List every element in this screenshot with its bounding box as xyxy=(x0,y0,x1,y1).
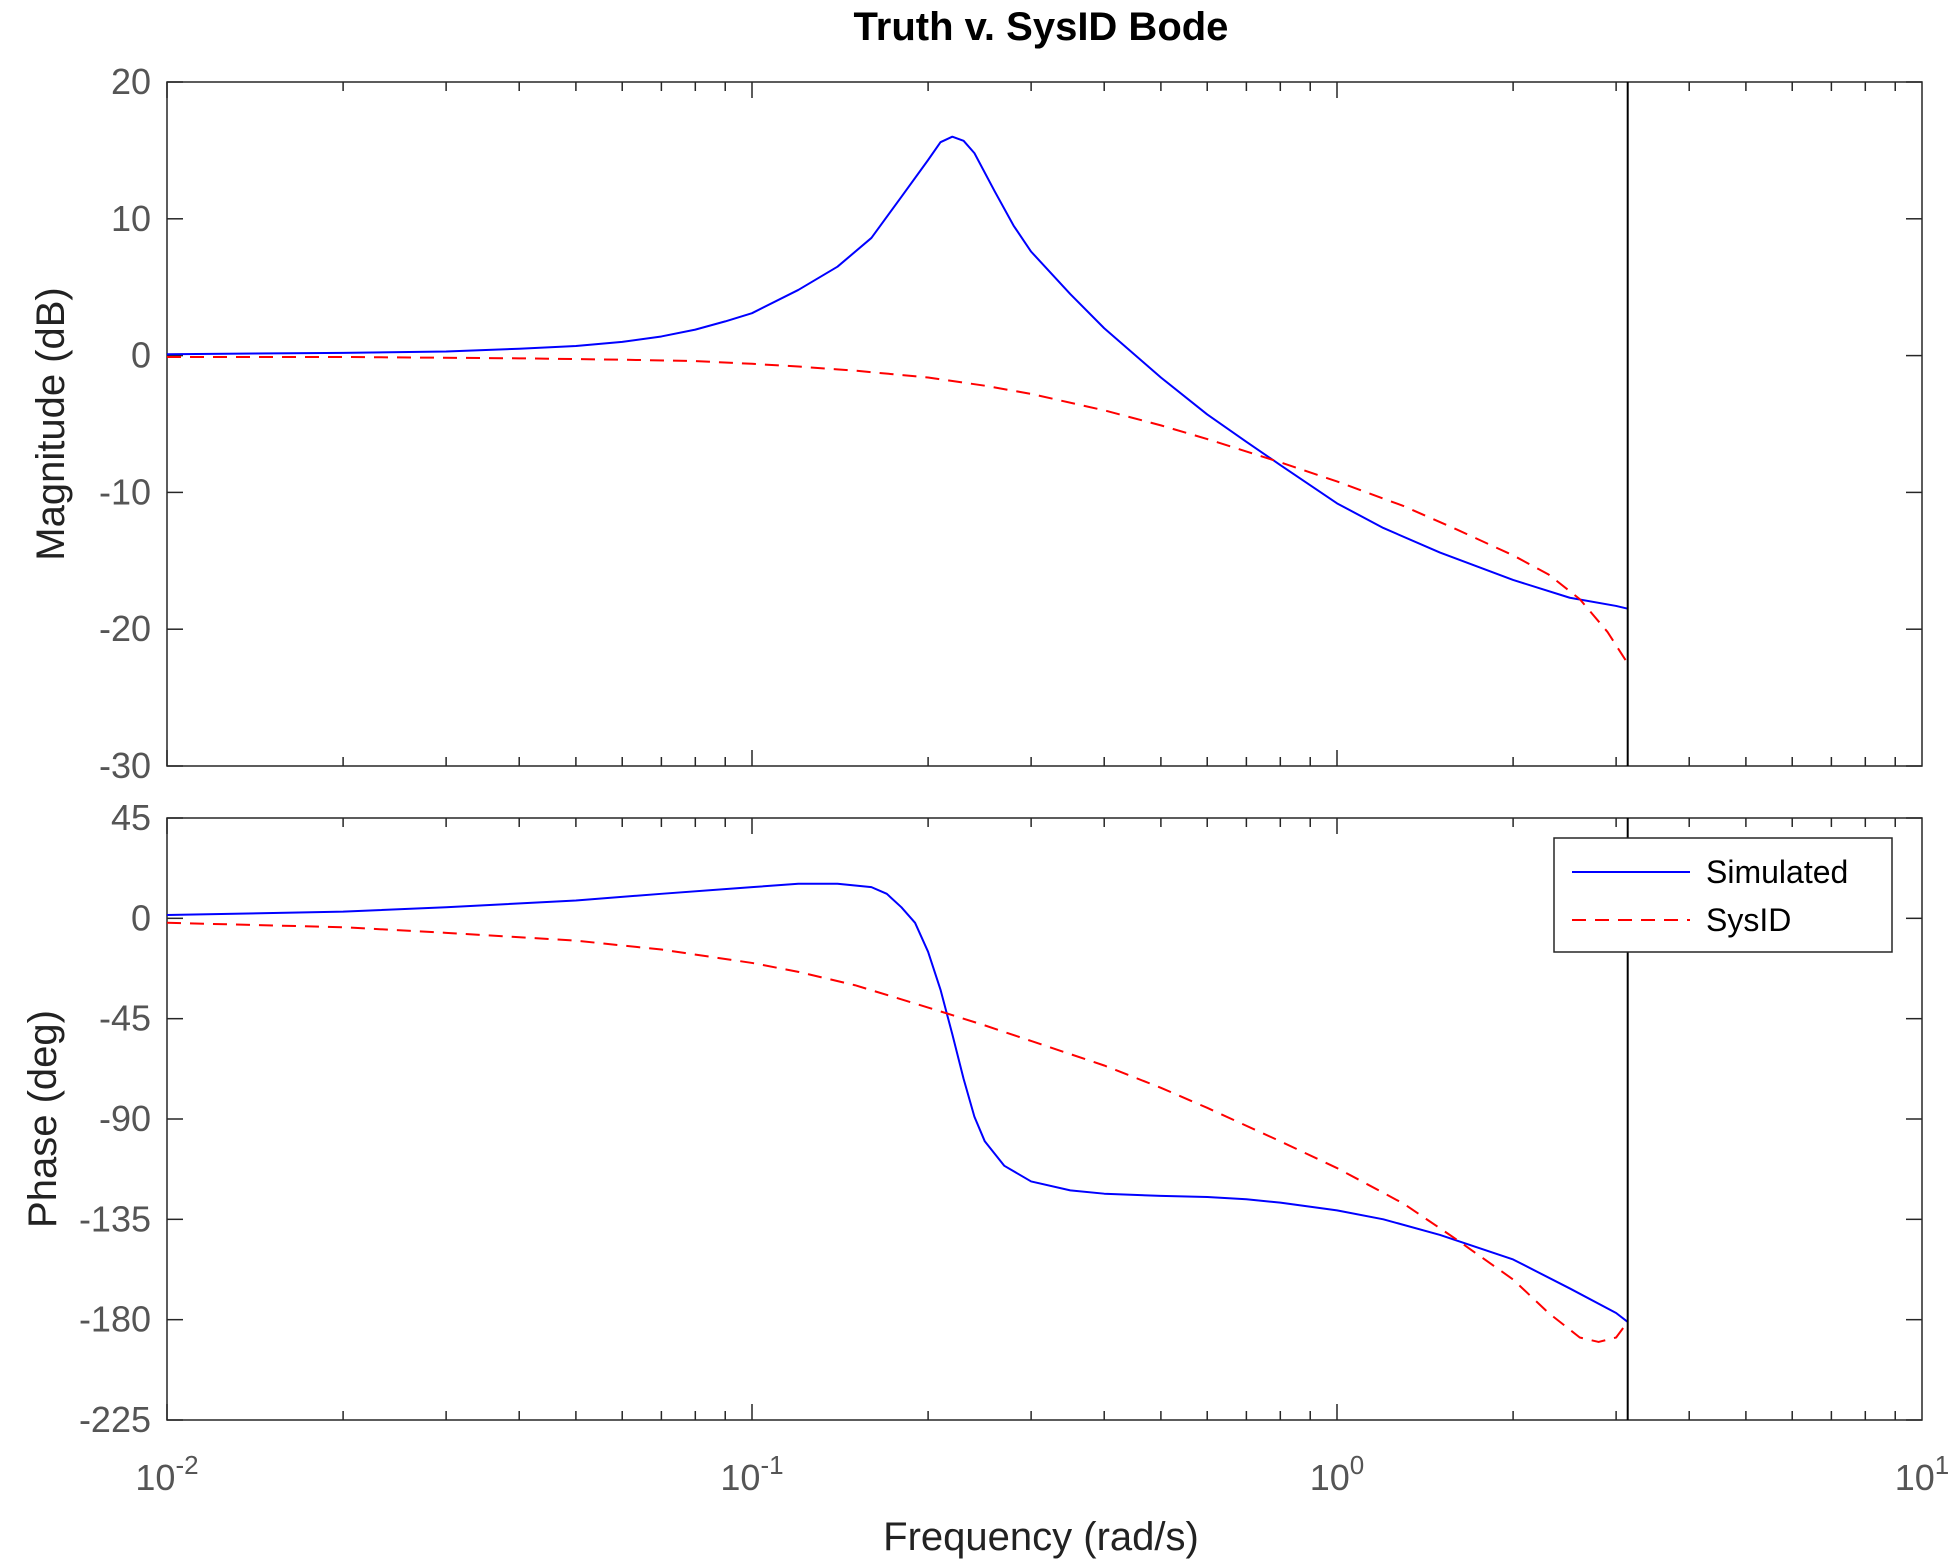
phase-y-tick-label: 45 xyxy=(111,797,151,838)
magnitude-series-simulated xyxy=(166,135,1628,610)
magnitude-series xyxy=(166,135,1629,664)
chart-title: Truth v. SysID Bode xyxy=(854,5,1229,49)
legend-sysid-label: SysID xyxy=(1706,902,1791,938)
phase-series xyxy=(166,882,1629,1343)
magnitude-y-tick-label: -20 xyxy=(99,608,151,649)
magnitude-y-tick-label: -10 xyxy=(99,471,151,512)
legend: Simulated SysID xyxy=(1553,837,1893,953)
phase-y-tick-label: -225 xyxy=(79,1399,151,1440)
magnitude-y-tick-label: 10 xyxy=(111,198,151,239)
phase-y-tick-labels: 45 0 -45 -90 -135 -180 -225 xyxy=(79,797,151,1440)
magnitude-ticks xyxy=(166,81,1922,767)
magnitude-panel: 20 10 0 -10 -20 -30 Magnitude (dB) xyxy=(29,61,1923,786)
legend-box xyxy=(1553,837,1893,953)
magnitude-y-tick-label: -30 xyxy=(99,745,151,786)
phase-series-sysid xyxy=(166,921,1629,1343)
magnitude-ylabel: Magnitude (dB) xyxy=(29,287,73,560)
x-tick-label: 100 xyxy=(1310,1450,1365,1498)
legend-simulated-label: Simulated xyxy=(1706,854,1848,890)
phase-ticks xyxy=(166,817,1922,1421)
x-tick-label: 10-1 xyxy=(720,1450,783,1498)
magnitude-series-sysid xyxy=(167,355,1629,664)
x-tick-label: 10-2 xyxy=(135,1450,198,1498)
x-axis-label: Frequency (rad/s) xyxy=(883,1515,1199,1559)
phase-y-tick-label: -45 xyxy=(99,998,151,1039)
x-tick-labels: 10-2 10-1 100 101 xyxy=(135,1450,1949,1498)
magnitude-y-tick-labels: 20 10 0 -10 -20 -30 xyxy=(99,61,151,786)
magnitude-y-tick-label: 0 xyxy=(131,335,151,376)
phase-y-tick-label: -180 xyxy=(79,1299,151,1340)
magnitude-axes-box xyxy=(166,81,1923,767)
phase-y-tick-label: 0 xyxy=(131,897,151,938)
phase-series-simulated xyxy=(166,882,1629,1323)
phase-y-tick-label: -90 xyxy=(99,1098,151,1139)
phase-ylabel: Phase (deg) xyxy=(21,1010,65,1228)
magnitude-y-tick-label: 20 xyxy=(111,61,151,102)
x-tick-label: 101 xyxy=(1895,1450,1950,1498)
phase-y-tick-label: -135 xyxy=(79,1198,151,1239)
phase-panel: 45 0 -45 -90 -135 -180 -225 Phase (deg) Simula… xyxy=(21,797,1923,1440)
